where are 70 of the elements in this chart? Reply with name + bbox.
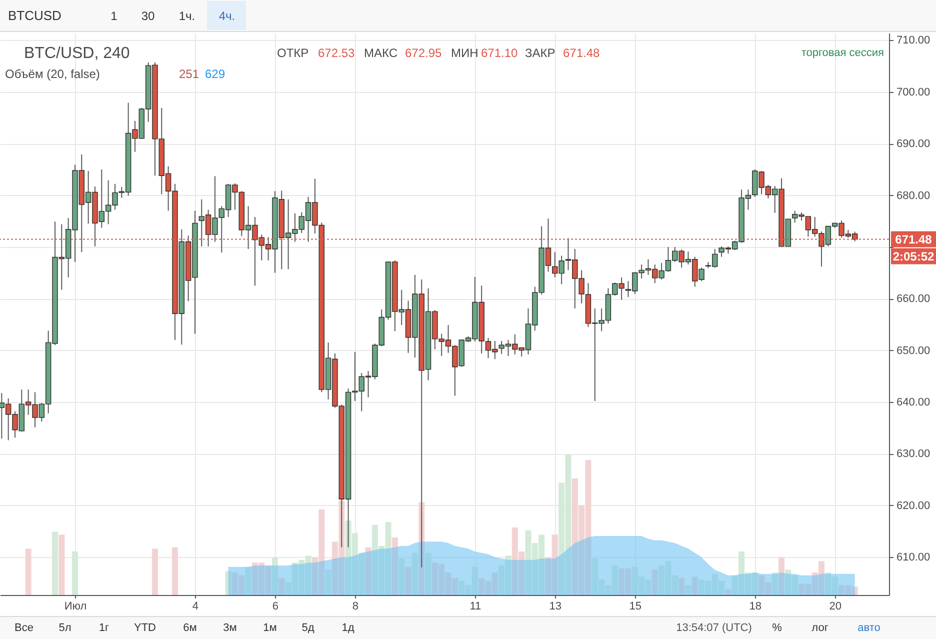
bar: [412, 552, 418, 595]
ref-line-label: 671.48: [895, 232, 932, 246]
text: BTCUSD: [8, 8, 62, 23]
y-tick-label: 680.00: [896, 190, 930, 202]
text: 1д: [342, 622, 355, 634]
bar: [272, 557, 278, 595]
text: 1ч.: [178, 9, 196, 23]
bar: [772, 572, 778, 595]
x-tick-label: 15: [629, 600, 642, 612]
y-tick-label: 620.00: [896, 500, 930, 512]
text: 5л: [58, 622, 72, 634]
y-tick-label: 650.00: [896, 344, 930, 357]
annotation: 672.95: [405, 46, 442, 60]
y-tick-label: 610.00: [896, 552, 930, 564]
text: 1: [110, 9, 118, 23]
x-tick-label: Июл: [64, 600, 87, 612]
bar: [365, 547, 372, 595]
bar: [685, 585, 692, 595]
text: 4ч.: [218, 9, 236, 23]
annotation: МАКС: [364, 46, 398, 60]
annotation: МИН: [451, 46, 478, 60]
text: 2:05:52: [892, 249, 934, 264]
x-tick-label: 13: [549, 600, 562, 612]
bar: [405, 566, 412, 595]
text: BTC/USD, 240: [24, 45, 130, 62]
x-tick-label: 11: [470, 600, 482, 612]
bar: [398, 558, 405, 595]
text: 5д: [302, 622, 315, 634]
y-tick-label: 700.00: [896, 86, 930, 98]
text: 13:54:07 (UTC): [676, 622, 752, 634]
annotation: торговая сессия: [801, 47, 884, 59]
annotation: 629: [205, 67, 226, 81]
text: 1м: [263, 622, 277, 634]
x-tick-label: 8: [352, 600, 358, 612]
text: лог: [812, 622, 828, 634]
x-tick-label: 20: [829, 600, 842, 612]
bar: [778, 557, 785, 595]
bar: [652, 570, 658, 595]
bar: [325, 570, 332, 595]
y-tick-label: 690.00: [896, 138, 930, 150]
text: 3м: [223, 622, 237, 634]
text: YTD: [134, 622, 156, 634]
annotation: 671.10: [481, 46, 518, 60]
y-tick-label: 630.00: [896, 448, 930, 460]
bar: [678, 578, 685, 595]
y-tick-label: 640.00: [896, 396, 930, 408]
text: 6м: [183, 622, 197, 634]
bar: [278, 578, 285, 595]
annotation: ОТКР: [277, 46, 309, 60]
bar: [425, 552, 432, 595]
text: авто: [858, 622, 880, 634]
bar: [725, 589, 732, 595]
text: Все: [14, 622, 34, 634]
y-tick-label: 710.00: [896, 34, 930, 47]
annotation: ЗАКР: [525, 46, 556, 60]
annotation: 671.48: [563, 46, 600, 60]
bar: [692, 576, 698, 595]
y-tick-label: 660.00: [896, 293, 930, 306]
annotation: Объём (20, false): [5, 67, 100, 81]
annotation: 251: [179, 67, 200, 81]
bar: [245, 566, 252, 595]
text: 1г: [98, 622, 110, 634]
bar: [225, 571, 232, 595]
x-tick-label: 6: [272, 600, 279, 612]
bar: [392, 537, 398, 595]
x-tick-label: 4: [192, 600, 199, 612]
text: 30: [141, 9, 155, 23]
x-tick-label: 18: [749, 600, 762, 612]
text: %: [772, 622, 782, 634]
annotation: 672.53: [318, 46, 356, 60]
